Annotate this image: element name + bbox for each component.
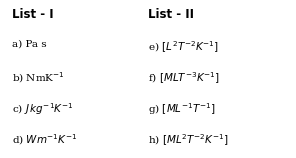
Text: List - I: List - I (12, 8, 54, 21)
Text: b) NmK$^{-1}$: b) NmK$^{-1}$ (12, 70, 65, 85)
Text: a) Pa s: a) Pa s (12, 40, 46, 49)
Text: f) $\left[MLT^{-3}K^{-1}\right]$: f) $\left[MLT^{-3}K^{-1}\right]$ (148, 70, 220, 86)
Text: c) $J\,kg^{-1}K^{-1}$: c) $J\,kg^{-1}K^{-1}$ (12, 101, 73, 117)
Text: e) $\left[L^{2}T^{-2}K^{-1}\right]$: e) $\left[L^{2}T^{-2}K^{-1}\right]$ (148, 40, 219, 55)
Text: List - II: List - II (148, 8, 194, 21)
Text: g) $\left[ML^{-1}T^{-1}\right]$: g) $\left[ML^{-1}T^{-1}\right]$ (148, 101, 216, 117)
Text: d) $Wm^{-1}K^{-1}$: d) $Wm^{-1}K^{-1}$ (12, 132, 77, 147)
Text: h) $\left[ML^{2}T^{-2}K^{-1}\right]$: h) $\left[ML^{2}T^{-2}K^{-1}\right]$ (148, 132, 229, 148)
